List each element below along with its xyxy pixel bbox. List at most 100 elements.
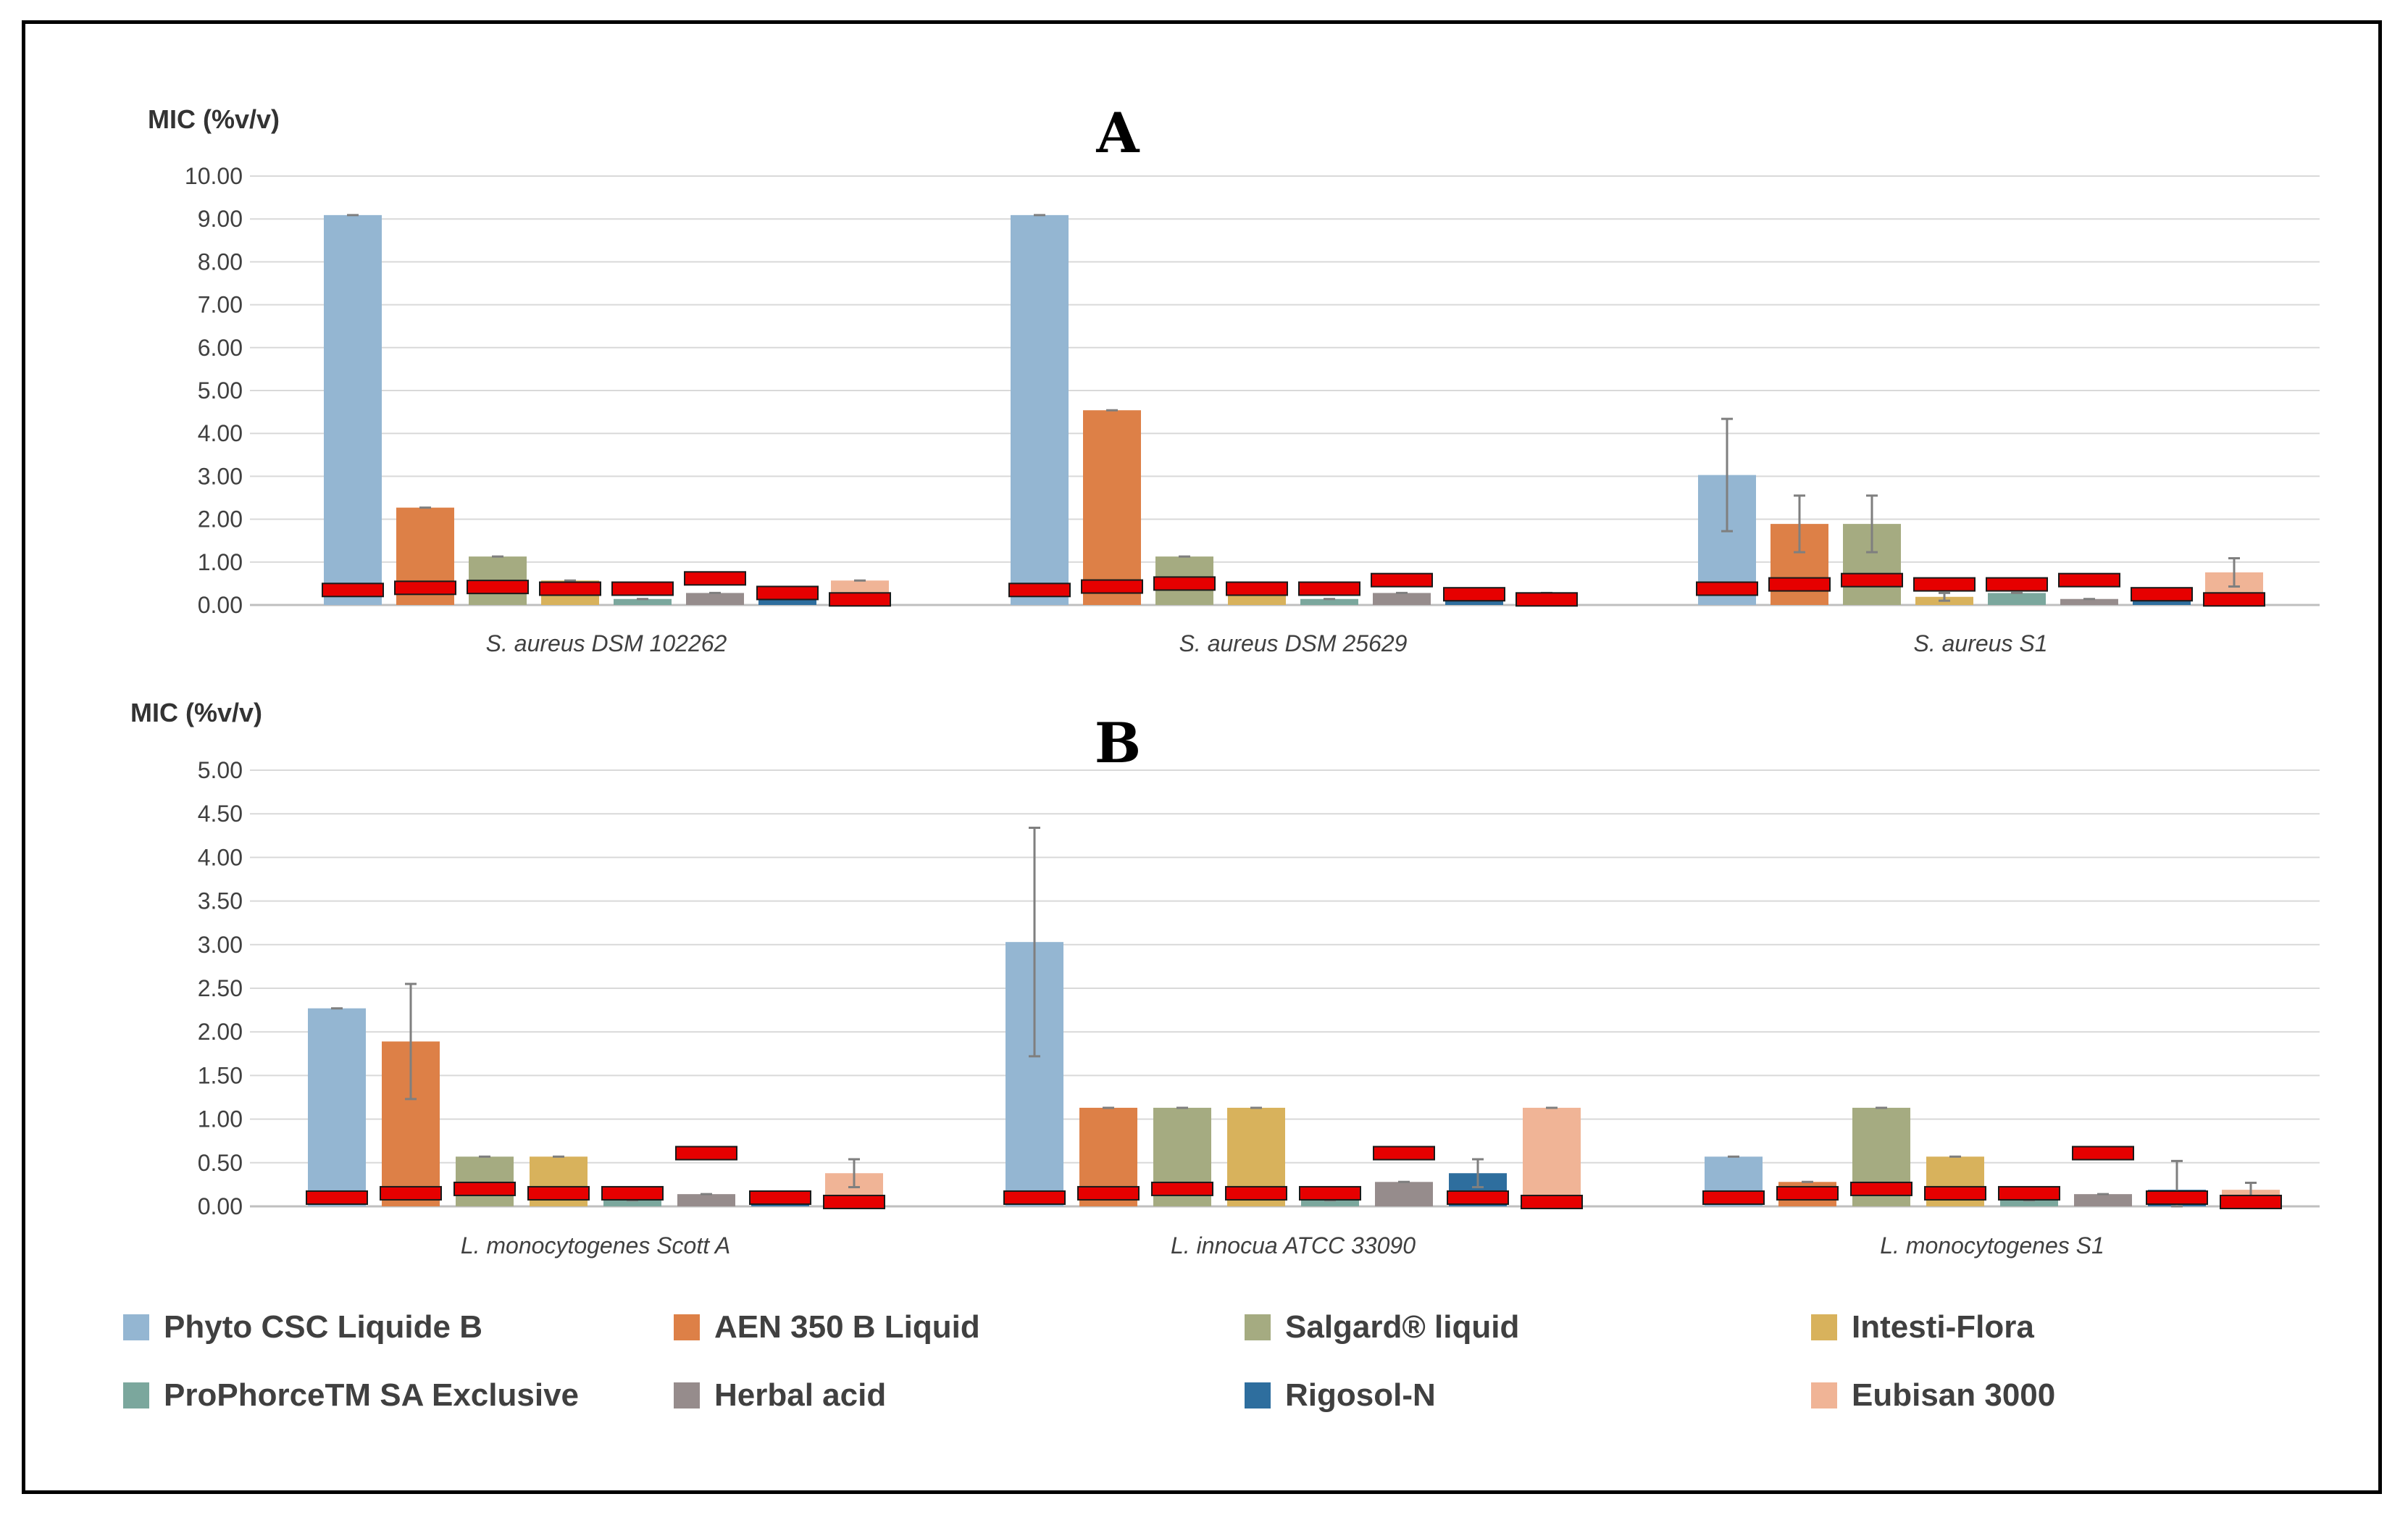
y-tick-label: 4.50 — [198, 801, 243, 827]
bar — [1228, 593, 1286, 605]
category-label: L. innocua ATCC 33090 — [1171, 1232, 1416, 1259]
bar — [1523, 1107, 1581, 1206]
red-marker — [829, 592, 891, 607]
bar — [308, 1008, 366, 1206]
red-marker — [1924, 1185, 1986, 1201]
legend-label: Rigosol-N — [1285, 1377, 1436, 1413]
error-bar — [1721, 417, 1733, 533]
y-tick-label: 4.00 — [198, 420, 243, 446]
legend-item-phyto: Phyto CSC Liquide B — [123, 1306, 482, 1349]
legend-item-intesti: Intesti-Flora — [1811, 1306, 2034, 1349]
category-label: S. aureus DSM 102262 — [486, 630, 727, 656]
category-label: S. aureus S1 — [1914, 630, 2048, 656]
legend-label: Herbal acid — [714, 1377, 887, 1413]
red-marker — [1008, 583, 1071, 598]
red-marker — [1696, 581, 1758, 596]
bar — [758, 598, 816, 605]
figure-frame — [22, 20, 2382, 1494]
y-tick-label: 2.00 — [198, 506, 243, 533]
red-marker — [1776, 1185, 1839, 1201]
red-marker — [1077, 1185, 1140, 1201]
bar — [614, 598, 672, 605]
legend-swatch — [1245, 1314, 1271, 1340]
y-axis-label-b: MIC (%v/v) — [130, 698, 262, 727]
red-marker — [1371, 572, 1433, 588]
legend-label: ProPhorceTM SA Exclusive — [164, 1377, 580, 1413]
y-tick-label: 6.00 — [198, 335, 243, 361]
error-bar — [405, 982, 417, 1101]
bar — [1301, 1200, 1359, 1206]
y-tick-label: 5.00 — [198, 377, 243, 404]
red-marker — [2203, 592, 2265, 607]
red-marker — [2146, 1190, 2208, 1205]
y-tick-label: 4.00 — [198, 844, 243, 870]
red-marker — [1153, 576, 1216, 591]
y-tick-label: 10.00 — [185, 163, 243, 189]
legend-label: AEN 350 B Liquid — [714, 1309, 980, 1345]
bar — [1083, 410, 1141, 605]
legend-label: Intesti-Flora — [1852, 1309, 2034, 1345]
y-tick-label: 2.00 — [198, 1019, 243, 1045]
error-bar — [1794, 494, 1805, 554]
red-marker — [1913, 577, 1976, 592]
red-marker — [611, 581, 674, 596]
bar — [1988, 593, 2046, 605]
bar — [2133, 598, 2191, 605]
red-marker — [394, 580, 456, 596]
bar — [1011, 214, 1069, 605]
legend-swatch — [123, 1314, 149, 1340]
y-tick-label: 0.50 — [198, 1150, 243, 1176]
bar — [1375, 1182, 1433, 1206]
bar — [2074, 1194, 2132, 1206]
y-tick-label: 5.00 — [198, 757, 243, 783]
bar — [1445, 598, 1503, 605]
y-tick-label: 9.00 — [198, 206, 243, 232]
y-tick-label: 7.00 — [198, 292, 243, 318]
red-marker — [1373, 1145, 1435, 1161]
red-marker — [1521, 1194, 1583, 1209]
y-tick-label: 3.00 — [198, 932, 243, 958]
red-marker — [823, 1194, 885, 1209]
red-marker — [1850, 1181, 1912, 1196]
red-marker — [1447, 1190, 1509, 1205]
legend-item-herbal: Herbal acid — [674, 1374, 886, 1417]
red-marker — [1768, 577, 1831, 592]
y-tick-label: 1.00 — [198, 1106, 243, 1132]
error-bar — [1939, 591, 1950, 602]
bar — [456, 1156, 514, 1206]
red-marker — [1299, 1185, 1361, 1201]
y-tick-label: 2.50 — [198, 975, 243, 1001]
bar — [603, 1200, 661, 1206]
legend-item-rigosol: Rigosol-N — [1245, 1374, 1436, 1417]
chart-panel-a: MIC (%v/v) A 0.00 1.00 2.00 3.00 4.00 5.00 6.0… — [148, 101, 2320, 656]
red-marker — [2131, 587, 2193, 602]
y-tick-label: 1.00 — [198, 549, 243, 575]
red-marker — [453, 1181, 516, 1196]
bar — [686, 593, 744, 605]
category-label: L. monocytogenes Scott A — [461, 1232, 730, 1259]
red-marker — [1702, 1190, 1765, 1205]
y-tick-label: 8.00 — [198, 249, 243, 275]
panel-title-b: B — [1095, 711, 1141, 775]
y-tick-label: 0.00 — [198, 592, 243, 618]
category-label: S. aureus DSM 25629 — [1179, 630, 1408, 656]
red-marker — [380, 1185, 442, 1201]
legend-label: Salgard® liquid — [1285, 1309, 1520, 1345]
error-bar — [1029, 826, 1040, 1058]
red-marker — [2072, 1145, 2134, 1161]
error-bar — [1866, 494, 1878, 554]
red-marker — [684, 571, 746, 586]
red-marker — [601, 1185, 664, 1201]
bar — [1300, 598, 1358, 605]
bar — [2000, 1200, 2058, 1206]
panel-title-a: A — [1096, 101, 1140, 165]
legend-swatch — [1811, 1382, 1837, 1408]
red-marker — [756, 585, 819, 601]
y-tick-label: 1.50 — [198, 1062, 243, 1088]
red-marker — [2058, 572, 2120, 588]
legend-swatch — [1811, 1314, 1837, 1340]
legend-item-eubisan: Eubisan 3000 — [1811, 1374, 2055, 1417]
red-marker — [539, 581, 601, 596]
red-marker — [1003, 1190, 1066, 1205]
